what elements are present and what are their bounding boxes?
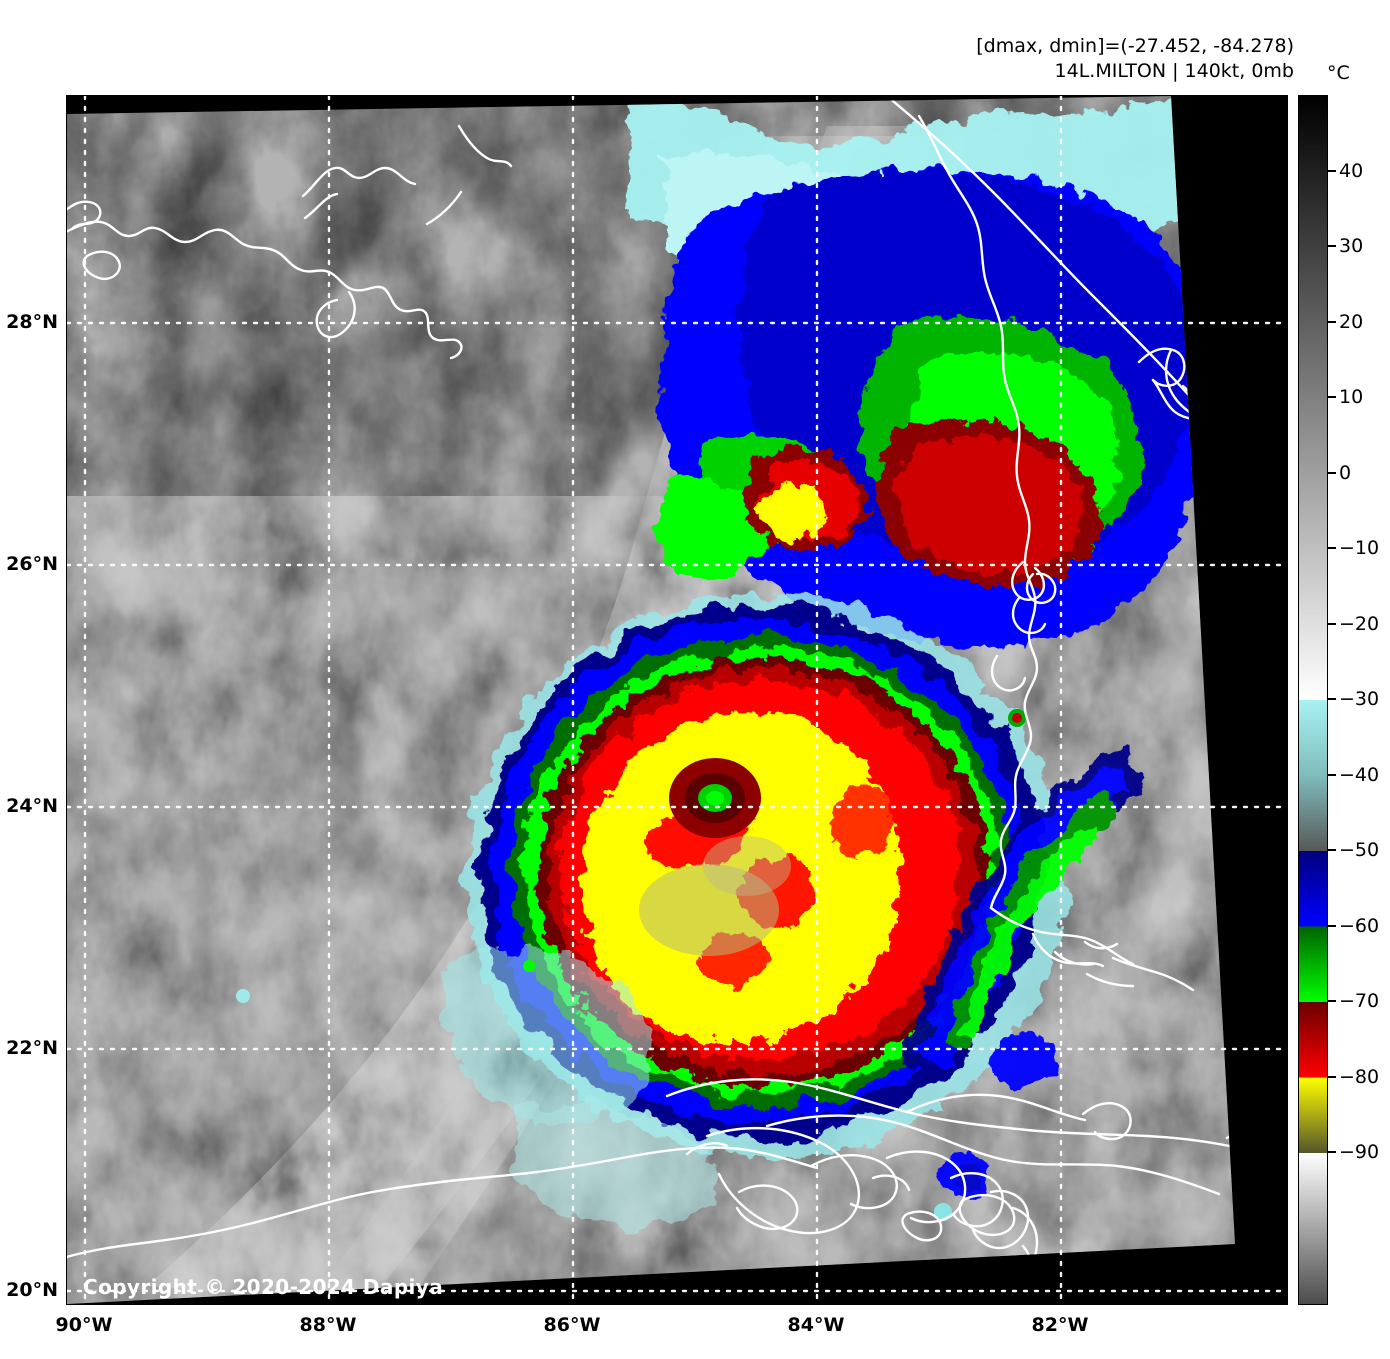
colorbar-tick-label: −80	[1339, 1065, 1380, 1088]
satellite-imagery-canvas	[67, 96, 1287, 1304]
colorbar-tick-label: −10	[1339, 537, 1380, 559]
colorbar-tick-label: −30	[1339, 688, 1380, 710]
isolated-cells	[236, 709, 1026, 1221]
outer-rainbands	[902, 746, 1142, 1202]
lon-tick-88: 88°W	[299, 1314, 357, 1336]
colorbar-gradient	[1299, 96, 1327, 1304]
dmax-dmin-label: [dmax, dmin]=(-27.452, -84.278)	[976, 35, 1294, 57]
colorbar-tick-mark	[1327, 622, 1336, 625]
lat-tick-28: 28°N	[6, 311, 58, 333]
colorbar-tick-label: −50	[1339, 839, 1380, 861]
colorbar[interactable]	[1298, 95, 1328, 1305]
lat-tick-26: 26°N	[6, 553, 58, 575]
colorbar-tick-mark	[1327, 169, 1336, 172]
colorbar-tick-mark	[1327, 396, 1336, 398]
colorbar-tick-label: −70	[1339, 990, 1380, 1012]
lat-lon-graticule	[67, 96, 1287, 1304]
colorbar-tick-label: 0	[1339, 461, 1352, 484]
colorbar-tick-mark	[1327, 773, 1336, 776]
colorbar-tick-mark	[1327, 698, 1336, 700]
colorbar-tick-mark	[1327, 547, 1336, 549]
colorbar-tick-mark	[1327, 924, 1336, 927]
colorbar-tick-label: −20	[1339, 612, 1380, 635]
lon-tick-90: 90°W	[55, 1314, 113, 1336]
colorbar-tick-mark	[1327, 1000, 1336, 1002]
colorbar-tick-mark	[1327, 245, 1336, 247]
colorbar-tick-mark	[1327, 1151, 1336, 1153]
lon-tick-86: 86°W	[543, 1314, 601, 1336]
colorbar-tick-mark	[1327, 849, 1336, 851]
imagery-swath	[67, 96, 1235, 1304]
colorbar-tick-label: 30	[1339, 235, 1364, 257]
colorbar-tick-label: 10	[1339, 386, 1364, 408]
colorbar-tick-mark	[1327, 471, 1336, 474]
satellite-plot-area[interactable]: Copyright © 2020-2024 Dapiya	[66, 95, 1288, 1305]
metadata-block: [dmax, dmin]=(-27.452, -84.278) 14L.MILT…	[976, 34, 1294, 84]
colorbar-tick-label: 20	[1339, 310, 1364, 333]
colorbar-tick-mark	[1327, 320, 1336, 323]
lat-tick-24: 24°N	[6, 795, 58, 817]
lat-tick-22: 22°N	[6, 1037, 58, 1059]
colorbar-tick-label: 40	[1339, 159, 1364, 182]
colorbar-unit-label: °C	[1327, 62, 1350, 84]
copyright-label: Copyright © 2020-2024 Dapiya	[83, 1275, 444, 1299]
colorbar-tick-label: −60	[1339, 914, 1380, 937]
colorbar-tick-mark	[1327, 1075, 1336, 1078]
lon-tick-82: 82°W	[1031, 1314, 1089, 1336]
florida-convective-complex	[655, 170, 1209, 647]
colorbar-tick-label: −40	[1339, 763, 1380, 786]
lat-tick-20: 20°N	[6, 1279, 58, 1301]
lon-tick-84: 84°W	[787, 1314, 845, 1336]
colorbar-tick-label: −90	[1339, 1141, 1380, 1163]
sw-cirrus-feathers	[444, 948, 715, 1229]
storm-info-label: 14L.MILTON | 140kt, 0mb	[1054, 60, 1294, 82]
